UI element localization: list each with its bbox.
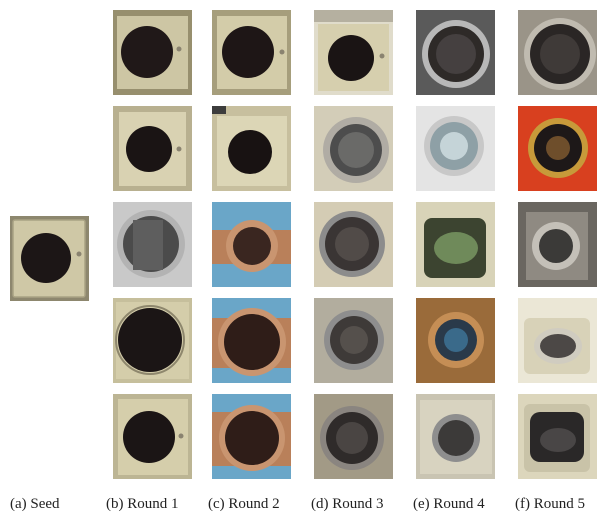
round2-image-3 xyxy=(212,202,291,287)
caption-round-5: (f) Round 5 xyxy=(515,496,585,512)
round1-image-5 xyxy=(113,394,192,479)
round3-image-4 xyxy=(314,298,393,383)
round4-image-2 xyxy=(416,106,495,191)
round5-image-5 xyxy=(518,394,597,479)
round4-image-1 xyxy=(416,10,495,95)
round3-image-3 xyxy=(314,202,393,287)
caption-round-4: (e) Round 4 xyxy=(413,496,485,512)
seed-image xyxy=(10,216,89,301)
round1-image-1 xyxy=(113,10,192,95)
round4-image-4 xyxy=(416,298,495,383)
round3-image-2 xyxy=(314,106,393,191)
round2-image-2 xyxy=(212,106,291,191)
round1-image-4 xyxy=(113,298,192,383)
round2-image-5 xyxy=(212,394,291,479)
round4-image-5 xyxy=(416,394,495,479)
caption-seed: (a) Seed xyxy=(10,496,60,512)
caption-round-3: (d) Round 3 xyxy=(311,496,384,512)
caption-round-2: (c) Round 2 xyxy=(208,496,280,512)
caption-round-1: (b) Round 1 xyxy=(106,496,179,512)
round5-image-4 xyxy=(518,298,597,383)
round2-image-4 xyxy=(212,298,291,383)
round4-image-3 xyxy=(416,202,495,287)
round3-image-5 xyxy=(314,394,393,479)
round5-image-1 xyxy=(518,10,597,95)
round2-image-1 xyxy=(212,10,291,95)
round1-image-3 xyxy=(113,202,192,287)
round5-image-3 xyxy=(518,202,597,287)
round3-image-1 xyxy=(314,10,393,95)
round5-image-2 xyxy=(518,106,597,191)
round1-image-2 xyxy=(113,106,192,191)
